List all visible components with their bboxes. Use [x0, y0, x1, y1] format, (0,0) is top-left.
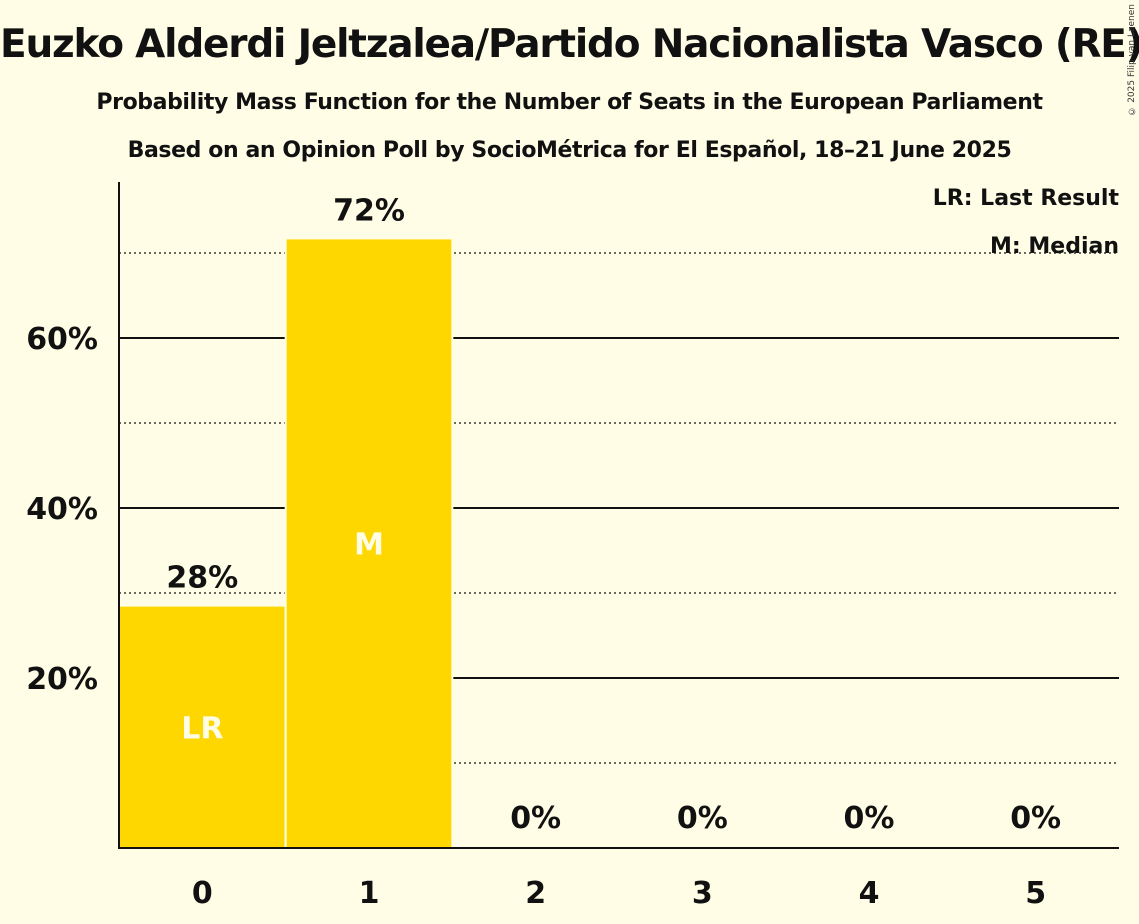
- x-tick-label: 3: [692, 876, 713, 911]
- data-label: 72%: [333, 193, 405, 228]
- x-tick-label: 5: [1025, 876, 1046, 911]
- y-tick-label: 40%: [26, 492, 98, 527]
- legend-median: M: Median: [990, 234, 1119, 259]
- legend-last-result: LR: Last Result: [932, 186, 1119, 211]
- y-tick-label: 60%: [26, 322, 98, 357]
- x-tick-label: 0: [192, 876, 213, 911]
- data-label: 0%: [677, 801, 728, 836]
- y-tick-label: 20%: [26, 662, 98, 697]
- bar: [120, 606, 285, 848]
- bar: [286, 239, 452, 848]
- x-tick-label: 4: [859, 876, 880, 911]
- data-label: 0%: [510, 801, 561, 836]
- chart-title: Euzko Alderdi Jeltzalea/Partido Nacional…: [0, 22, 1139, 67]
- data-label: 28%: [166, 561, 238, 596]
- chart-source: Based on an Opinion Poll by SocioMétrica…: [127, 138, 1012, 163]
- bar-marker-label: M: [354, 528, 384, 563]
- data-label: 0%: [1010, 801, 1061, 836]
- x-tick-label: 1: [359, 876, 380, 911]
- bar-marker-label: LR: [181, 711, 223, 746]
- data-label: 0%: [844, 801, 895, 836]
- chart-subtitle: Probability Mass Function for the Number…: [96, 90, 1043, 115]
- x-tick-label: 2: [525, 876, 546, 911]
